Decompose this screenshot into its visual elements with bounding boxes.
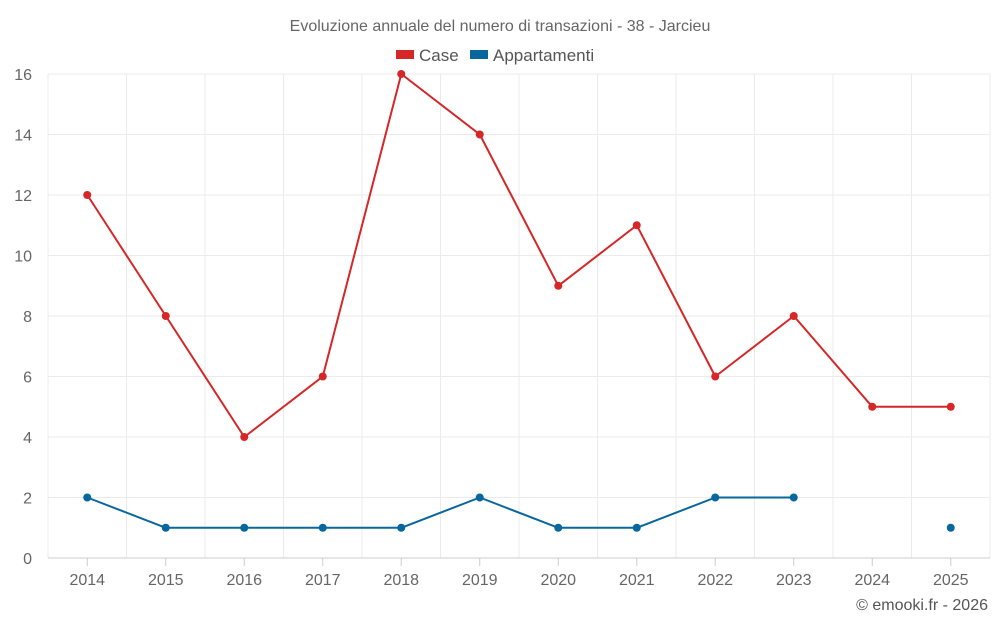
legend-label-appartamenti[interactable]: Appartamenti xyxy=(493,46,594,65)
legend-label-case[interactable]: Case xyxy=(419,46,459,65)
y-tick-label-12: 12 xyxy=(14,188,32,205)
y-tick-label-6: 6 xyxy=(23,370,32,387)
data-point-case-2018[interactable] xyxy=(397,70,406,78)
data-point-appartamenti-2022[interactable] xyxy=(711,493,720,502)
data-point-appartamenti-2017[interactable] xyxy=(318,523,327,532)
data-point-case-2014[interactable] xyxy=(83,191,92,199)
x-tick-label-2016: 2016 xyxy=(226,572,262,589)
series-case xyxy=(83,70,955,441)
data-point-case-2020[interactable] xyxy=(554,281,563,290)
x-tick-label-2021: 2021 xyxy=(619,572,655,589)
x-tick-label-2022: 2022 xyxy=(697,572,733,589)
y-tick-label-8: 8 xyxy=(23,309,32,326)
data-point-case-2022[interactable] xyxy=(711,372,720,381)
y-tick-label-14: 14 xyxy=(14,128,32,145)
data-point-case-2015[interactable] xyxy=(161,312,170,320)
data-point-appartamenti-2025[interactable] xyxy=(946,523,955,532)
legend-swatch-case xyxy=(396,50,414,59)
y-tick-label-16: 16 xyxy=(14,67,32,84)
y-tick-label-10: 10 xyxy=(14,249,32,266)
data-point-case-2021[interactable] xyxy=(632,221,641,230)
data-point-appartamenti-2014[interactable] xyxy=(83,493,92,502)
data-point-case-2017[interactable] xyxy=(318,372,327,381)
data-point-case-2024[interactable] xyxy=(868,402,877,411)
data-point-case-2016[interactable] xyxy=(240,433,249,441)
data-point-appartamenti-2018[interactable] xyxy=(397,523,406,532)
credit-text: © emooki.fr - 2026 xyxy=(856,597,988,614)
x-tick-label-2020: 2020 xyxy=(540,572,576,589)
x-tick-label-2024: 2024 xyxy=(854,572,890,589)
series xyxy=(83,70,955,532)
y-axis-ticks: 0 2 4 6 8 10 12 14 16 xyxy=(14,67,32,568)
axes xyxy=(48,557,990,566)
data-point-appartamenti-2019[interactable] xyxy=(475,493,484,502)
data-point-appartamenti-2015[interactable] xyxy=(161,523,170,532)
legend-swatch-appartamenti xyxy=(470,50,488,59)
x-tick-label-2014: 2014 xyxy=(69,572,105,589)
data-point-case-2025[interactable] xyxy=(946,402,955,411)
x-tick-label-2025: 2025 xyxy=(933,572,969,589)
grid xyxy=(47,73,991,558)
data-point-case-2023[interactable] xyxy=(789,312,798,320)
chart-title: Evoluzione annuale del numero di transaz… xyxy=(290,18,711,35)
y-tick-label-0: 0 xyxy=(23,551,32,568)
series-appartamenti xyxy=(83,493,955,532)
data-point-case-2019[interactable] xyxy=(475,130,484,139)
x-tick-label-2019: 2019 xyxy=(462,572,498,589)
x-tick-label-2015: 2015 xyxy=(148,572,184,589)
y-tick-label-4: 4 xyxy=(23,430,32,447)
series-line-case xyxy=(86,73,951,438)
x-tick-label-2023: 2023 xyxy=(776,572,812,589)
data-point-appartamenti-2016[interactable] xyxy=(240,523,249,532)
x-tick-label-2018: 2018 xyxy=(383,572,419,589)
data-point-appartamenti-2020[interactable] xyxy=(554,523,563,532)
x-axis-ticks: 2014 2015 2016 2017 2018 2019 2020 2021 2022 2023… xyxy=(69,572,968,589)
data-point-appartamenti-2023[interactable] xyxy=(789,493,798,502)
y-tick-label-2: 2 xyxy=(23,491,32,508)
data-point-appartamenti-2021[interactable] xyxy=(632,523,641,532)
x-tick-label-2017: 2017 xyxy=(305,572,341,589)
legend: Case Appartamenti xyxy=(396,46,594,65)
